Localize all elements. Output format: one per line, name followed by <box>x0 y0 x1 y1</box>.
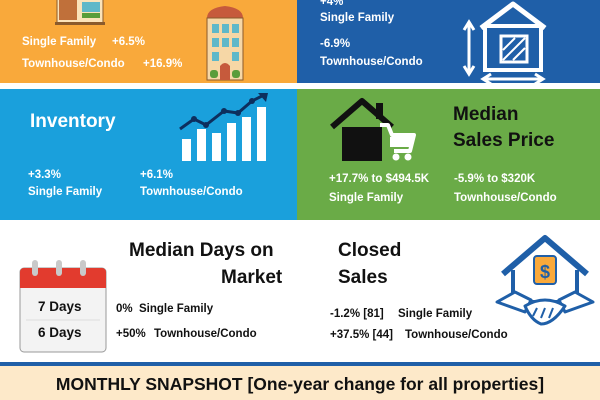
house-cart-icon <box>330 98 416 161</box>
townhouse-label: Townhouse/Condo <box>454 192 557 204</box>
dollar-volume-panel: +4% Single Family -6.9% Townhouse/Condo <box>297 0 600 83</box>
bar-chart-growth-icon <box>179 93 268 161</box>
median-sales-price-panel: Median Sales Price +17.7% to $494.5K Sin… <box>297 89 600 220</box>
median-sales-price-title-2: Sales Price <box>453 130 555 151</box>
single-family-change: +6.5% <box>112 36 145 48</box>
townhouse-change: +6.1% <box>140 169 173 181</box>
new-listings-panel: Single Family +6.5% Townhouse/Condo +16.… <box>0 0 297 83</box>
townhouse-value: -5.9% to $320K <box>454 173 536 185</box>
closed-sales-title-2: Sales <box>338 267 388 288</box>
closed-single-family-change: -1.2% [81] <box>330 308 384 320</box>
townhouse-label: Townhouse/Condo <box>22 58 125 70</box>
townhouse-label: Townhouse/Condo <box>154 328 257 340</box>
apartment-building-icon <box>206 6 244 81</box>
single-family-days: 7 Days <box>38 299 82 314</box>
single-family-label: Single Family <box>139 303 214 315</box>
house-square-footage-icon <box>462 1 547 83</box>
townhouse-change: -6.9% <box>320 38 351 50</box>
single-family-value: +17.7% to $494.5K <box>329 173 430 185</box>
closed-townhouse-label: Townhouse/Condo <box>405 329 508 341</box>
townhouse-change: +50% <box>116 328 146 340</box>
svg-text:$: $ <box>540 262 550 282</box>
footer-divider <box>0 362 600 366</box>
single-family-change: +4% <box>320 0 344 8</box>
single-family-change: 0% <box>116 303 133 315</box>
footer-title: MONTHLY SNAPSHOT [One-year change for al… <box>55 374 545 394</box>
single-family-label: Single Family <box>329 192 404 204</box>
single-family-label: Single Family <box>320 12 395 24</box>
median-sales-price-title-1: Median <box>453 104 519 125</box>
inventory-panel: Inventory +3.3% Single Family +6.1% Town… <box>0 89 297 220</box>
calendar-icon <box>19 260 107 353</box>
house-dollar-handshake-icon: $ <box>495 235 595 326</box>
inventory-title: Inventory <box>30 111 116 132</box>
single-family-label: Single Family <box>22 36 97 48</box>
median-days-title-2: Market <box>221 267 283 288</box>
closed-townhouse-change: +37.5% [44] <box>330 329 393 341</box>
townhouse-label: Townhouse/Condo <box>320 56 423 68</box>
footer-banner: MONTHLY SNAPSHOT [One-year change for al… <box>0 366 600 400</box>
townhouse-change: +16.9% <box>143 58 183 70</box>
single-family-change: +3.3% <box>28 169 61 181</box>
closed-sales-title-1: Closed <box>338 240 402 261</box>
storefront-icon <box>55 0 105 25</box>
townhouse-label: Townhouse/Condo <box>140 186 243 198</box>
days-and-closed-sales-panel: Median Days on Market 7 Days 6 Days 0% S… <box>0 220 600 362</box>
median-days-title-1: Median Days on <box>129 240 274 261</box>
townhouse-days: 6 Days <box>38 325 82 340</box>
closed-single-family-label: Single Family <box>398 308 473 320</box>
single-family-label: Single Family <box>28 186 103 198</box>
